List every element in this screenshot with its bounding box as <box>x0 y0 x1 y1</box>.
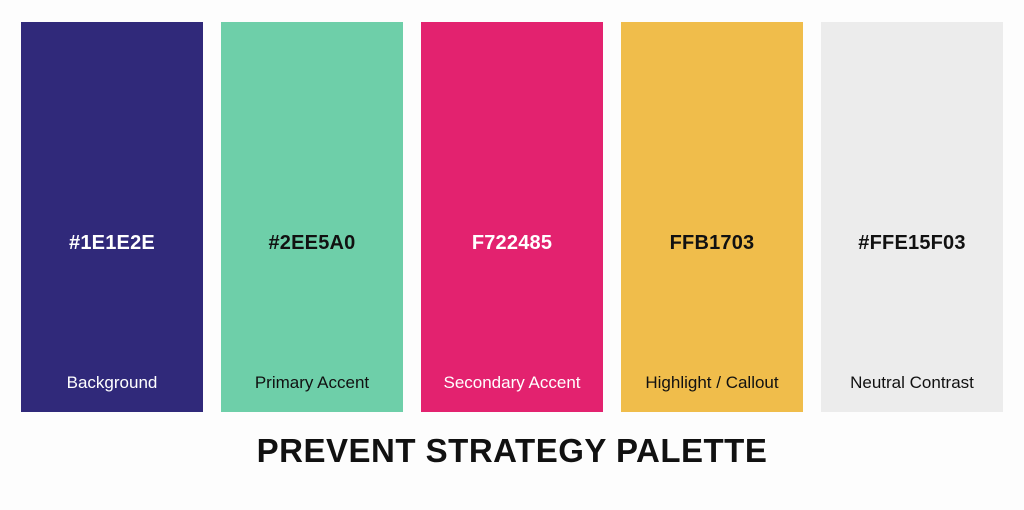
swatch-hex-label: #1E1E2E <box>69 232 155 254</box>
swatch-hex-label: #2EE5A0 <box>268 232 356 254</box>
color-palette: #1E1E2E Background #2EE5A0 Primary Accen… <box>21 22 1003 412</box>
swatch-role-label: Primary Accent <box>254 373 370 392</box>
swatch-role-label: Neutral Contrast <box>850 373 974 392</box>
swatch-hex-label: #FFE15F03 <box>858 232 966 254</box>
swatch-secondary-accent: F722485 Secondary Accent <box>421 22 603 412</box>
swatch-role-label: Background <box>66 373 158 392</box>
palette-title: PREVENT STRATEGY PALETTE <box>256 432 768 469</box>
swatch-role-label: Highlight / Callout <box>645 373 779 392</box>
swatch-hex-label: F722485 <box>471 232 553 254</box>
swatch-hex-label: FFB1703 <box>669 232 755 254</box>
swatch-highlight-callout: FFB1703 Highlight / Callout <box>621 22 803 412</box>
swatch-background: #1E1E2E Background <box>21 22 203 412</box>
swatch-neutral-contrast: #FFE15F03 Neutral Contrast <box>821 22 1003 412</box>
swatch-primary-accent: #2EE5A0 Primary Accent <box>221 22 403 412</box>
swatch-role-label: Secondary Accent <box>443 373 581 392</box>
